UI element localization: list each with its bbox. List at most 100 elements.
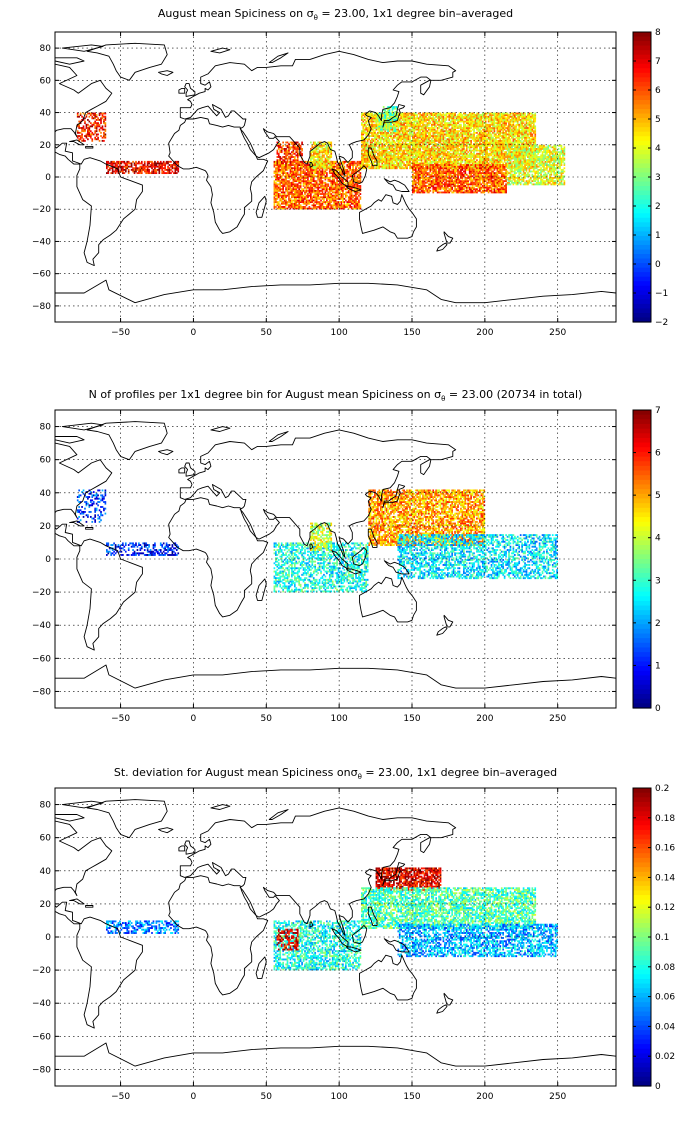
region-east-pacific xyxy=(506,144,566,186)
x-tick-label: 0 xyxy=(191,1092,197,1102)
colorbar-tick-label: 5 xyxy=(655,491,661,501)
region-arabian-sea xyxy=(276,928,299,951)
panel-title: N of profiles per 1x1 degree bin for Aug… xyxy=(89,388,583,403)
region-tropical-atlantic xyxy=(106,160,180,175)
x-tick-label: 100 xyxy=(331,328,348,338)
x-tick-label: 250 xyxy=(549,328,566,338)
x-tick-label: 50 xyxy=(261,1092,273,1102)
y-tick-label: −60 xyxy=(32,654,51,664)
colorbar-tick-label: 0.06 xyxy=(655,993,675,1003)
map-area xyxy=(55,410,616,708)
y-tick-label: 60 xyxy=(40,456,52,466)
region-indian-ocean xyxy=(273,160,362,210)
map-area xyxy=(55,32,616,322)
x-tick-label: 0 xyxy=(191,714,197,724)
colorbar-tick-label: 1 xyxy=(655,231,661,241)
coastlines xyxy=(55,42,616,322)
y-tick-label: 0 xyxy=(45,173,51,183)
y-tick-label: −20 xyxy=(32,205,51,215)
colorbar-tick-label: −2 xyxy=(655,318,668,328)
data-bins xyxy=(76,106,566,210)
region-arabian-sea xyxy=(276,141,303,170)
y-tick-label: −20 xyxy=(32,588,51,598)
colorbar-tick-label: 4 xyxy=(655,144,661,154)
y-tick-label: 20 xyxy=(40,522,52,532)
region-indian-ocean xyxy=(273,920,362,971)
gridlines xyxy=(55,410,616,708)
x-tick-label: 200 xyxy=(476,714,493,724)
colorbar-tick-label: 4 xyxy=(655,534,661,544)
colorbar-tick-label: 0.08 xyxy=(655,963,675,973)
x-tick-label: 150 xyxy=(403,328,420,338)
y-tick-label: 60 xyxy=(40,76,52,86)
x-tick-label: 100 xyxy=(331,714,348,724)
y-tick-label: 80 xyxy=(40,423,52,433)
y-tick-label: −80 xyxy=(32,302,51,312)
x-tick-label: 200 xyxy=(476,1092,493,1102)
region-north-pacific xyxy=(361,887,537,929)
y-tick-label: −40 xyxy=(32,621,51,631)
x-tick-label: −50 xyxy=(111,328,130,338)
data-bins xyxy=(106,867,558,971)
colorbar-tick-label: 0 xyxy=(655,260,661,270)
colorbar-tick-label: 0 xyxy=(655,1082,661,1092)
colorbar-tick-label: 3 xyxy=(655,576,661,586)
colorbar-tick-label: 6 xyxy=(655,86,661,96)
x-tick-label: 200 xyxy=(476,328,493,338)
colorbar-tick-label: 2 xyxy=(655,619,661,629)
colorbar-tick-label: 7 xyxy=(655,406,661,416)
x-tick-label: 50 xyxy=(261,328,273,338)
y-tick-label: −40 xyxy=(32,999,51,1009)
y-tick-label: 40 xyxy=(40,109,52,119)
y-tick-label: 0 xyxy=(45,555,51,565)
colorbar-tick-label: 1 xyxy=(655,661,661,671)
region-indian-ocean xyxy=(273,542,369,593)
colorbar-tick-label: 0.02 xyxy=(655,1052,675,1062)
map-area xyxy=(55,788,616,1086)
region-equatorial-pacific xyxy=(412,164,507,194)
coastlines xyxy=(55,799,616,1086)
colorbar: 0.2 0.18 0.16 0.14 0.12 0.1 0.08 0.06 0.04 0.02 0 xyxy=(632,784,675,1092)
colorbar-tick-label: 0.12 xyxy=(655,903,675,913)
region-tropical-pacific xyxy=(397,923,558,958)
x-tick-label: −50 xyxy=(111,1092,130,1102)
y-tick-label: 80 xyxy=(40,801,52,811)
colorbar-tick-label: 0.18 xyxy=(655,814,675,824)
colorbar: 7 6 5 4 3 2 1 0 xyxy=(632,406,661,714)
colorbar-tick-label: 8 xyxy=(655,28,661,38)
colorbar-tick-label: 0.16 xyxy=(655,844,675,854)
y-tick-label: 0 xyxy=(45,933,51,943)
colorbar-tick-label: 3 xyxy=(655,173,661,183)
region-tropical-atlantic xyxy=(106,920,180,934)
colorbar-tick-label: 0.1 xyxy=(655,933,669,943)
panel-title: August mean Spiciness on σθ = 23.00, 1x1… xyxy=(158,7,513,22)
y-tick-label: 40 xyxy=(40,489,52,499)
y-tick-label: −40 xyxy=(32,237,51,247)
colorbar-tick-label: 0.14 xyxy=(655,873,675,883)
x-tick-label: 250 xyxy=(549,1092,566,1102)
x-tick-label: 250 xyxy=(549,714,566,724)
colorbar-tick-label: 2 xyxy=(655,202,661,212)
region-tropical-pacific xyxy=(397,534,558,580)
x-tick-label: 150 xyxy=(403,714,420,724)
colorbar-tick-label: −1 xyxy=(655,289,668,299)
x-tick-label: 150 xyxy=(403,1092,420,1102)
y-tick-label: −20 xyxy=(32,966,51,976)
colorbar-tick-label: 0.2 xyxy=(655,784,669,794)
x-tick-label: 50 xyxy=(261,714,273,724)
panel-title: St. deviation for August mean Spiciness … xyxy=(114,766,557,781)
coastlines xyxy=(55,421,616,708)
x-tick-label: 0 xyxy=(191,328,197,338)
y-tick-label: −80 xyxy=(32,1065,51,1075)
y-tick-label: 20 xyxy=(40,141,52,151)
gridlines xyxy=(55,788,616,1086)
map-panel-2: N of profiles per 1x1 degree bin for Aug… xyxy=(32,388,661,724)
data-bins xyxy=(76,489,558,593)
colorbar-tick-label: 5 xyxy=(655,115,661,125)
region-gulf-stream xyxy=(76,489,107,523)
region-tropical-atlantic xyxy=(106,542,180,556)
map-panel-1: August mean Spiciness on σθ = 23.00, 1x1… xyxy=(32,7,668,338)
y-tick-label: 60 xyxy=(40,834,52,844)
